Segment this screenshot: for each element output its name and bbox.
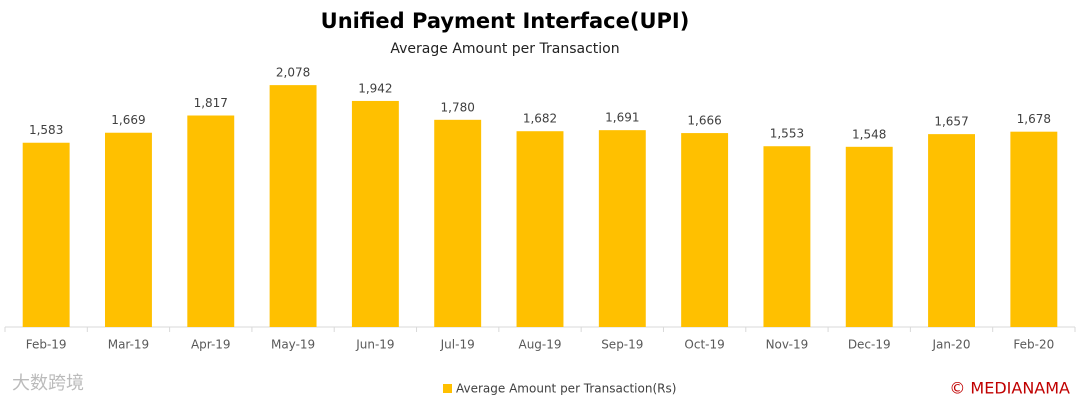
- bar: [269, 85, 317, 328]
- legend-swatch: [443, 384, 452, 393]
- x-tick-label: Apr-19: [191, 338, 231, 352]
- bar: [105, 132, 152, 327]
- value-label: 2,078: [276, 66, 310, 80]
- bar: [187, 115, 235, 328]
- x-tick-label: Aug-19: [518, 338, 561, 352]
- x-tick-label: Nov-19: [766, 338, 809, 352]
- chart-subtitle: Average Amount per Transaction: [390, 41, 619, 57]
- bar: [845, 146, 893, 327]
- bar: [1010, 131, 1058, 327]
- value-label: 1,817: [194, 96, 228, 110]
- value-label: 1,682: [523, 112, 557, 126]
- bar: [351, 100, 399, 327]
- bar: [928, 134, 975, 327]
- x-tick-label: Feb-20: [1013, 338, 1054, 352]
- bar: [598, 130, 646, 327]
- value-label: 1,691: [605, 111, 639, 125]
- value-label: 1,548: [852, 127, 886, 141]
- watermark: 大数跨境: [12, 373, 84, 394]
- x-tick-label: May-19: [271, 338, 315, 352]
- value-label: 1,666: [687, 114, 721, 128]
- x-tick-label: Jul-19: [440, 338, 475, 352]
- value-label: 1,553: [770, 127, 804, 141]
- credit: © MEDIANAMA: [949, 379, 1070, 398]
- bar: [516, 131, 564, 327]
- value-label: 1,942: [358, 81, 392, 95]
- value-label: 1,669: [111, 113, 145, 127]
- bar: [434, 119, 482, 327]
- x-tick-label: Sep-19: [601, 338, 643, 352]
- x-tick-label: Jun-19: [355, 338, 394, 352]
- x-tick-label: Dec-19: [848, 338, 891, 352]
- x-tick-label: Jan-20: [931, 338, 970, 352]
- x-tick-label: Oct-19: [684, 338, 724, 352]
- bar: [22, 142, 70, 327]
- bar: [763, 146, 811, 327]
- x-tick-label: Mar-19: [108, 338, 149, 352]
- value-label: 1,678: [1017, 112, 1051, 126]
- value-label: 1,780: [441, 100, 475, 114]
- x-tick-label: Feb-19: [26, 338, 67, 352]
- chart-title: Unified Payment Interface(UPI): [321, 9, 690, 33]
- value-label: 1,657: [934, 115, 968, 129]
- bar: [681, 133, 729, 327]
- value-label: 1,583: [29, 123, 63, 137]
- legend-label: Average Amount per Transaction(Rs): [456, 382, 676, 396]
